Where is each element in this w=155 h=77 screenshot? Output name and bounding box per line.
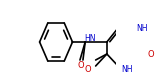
Text: HN: HN [85,33,96,43]
Text: NH: NH [136,23,148,32]
Text: NH: NH [121,66,133,75]
Text: O: O [85,66,91,75]
Text: O: O [147,50,154,59]
Text: O: O [77,62,84,71]
